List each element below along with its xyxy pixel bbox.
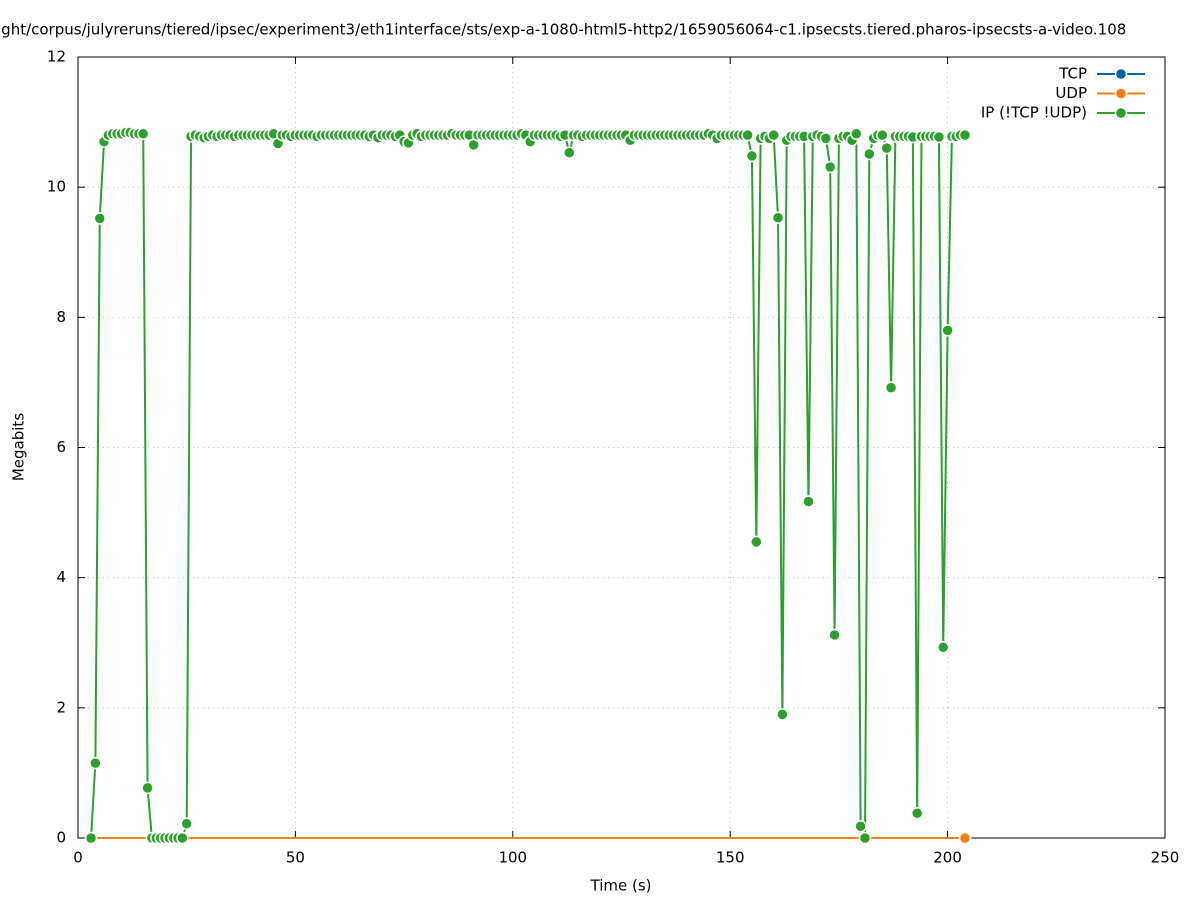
x-tick-label: 100 [498,849,527,867]
chart-title: ight/corpus/julyreruns/tiered/ipsec/expe… [0,21,1126,39]
data-point [884,381,898,394]
series-line [90,130,965,839]
data-point [176,831,189,845]
y-tick-label: 0 [56,829,66,847]
x-tick-label: 0 [73,849,83,867]
y-tick-label: 6 [56,438,66,456]
y-tick-label: 12 [47,48,66,66]
legend-marker [1114,106,1128,120]
data-point [802,495,815,508]
data-point [180,817,193,830]
plot-border [77,56,1166,839]
data-point [741,128,754,142]
data-point [958,128,972,142]
data-point [84,831,98,845]
x-axis-label: Time (s) [590,877,652,895]
data-point [93,212,106,225]
x-tick-label: 200 [933,849,962,867]
data-point [958,831,972,845]
legend-label: IP (!TCP !UDP) [981,104,1087,122]
data-point [563,146,576,159]
data-point [863,147,876,161]
data-point [136,127,150,141]
data-point [937,641,950,654]
data-point [876,128,889,142]
data-point [828,628,841,642]
legend-marker [1114,87,1128,100]
data-point [141,781,154,795]
x-tick-label: 150 [716,849,745,867]
y-tick-label: 4 [56,568,66,586]
y-tick-label: 2 [56,698,66,716]
data-point [858,831,872,845]
data-point [932,130,946,144]
data-point [767,128,780,142]
data-point [941,324,954,337]
x-tick-label: 50 [286,849,305,867]
data-point [819,132,833,145]
legend-label: TCP [1058,65,1087,83]
data-point [771,211,785,225]
legend-label: UDP [1055,84,1087,102]
x-tick-label: 250 [1151,849,1180,867]
data-point [850,127,863,141]
data-point [854,820,867,833]
data-point [89,756,102,770]
data-point [750,535,763,549]
data-point [880,141,893,155]
y-axis-label: Megabits [10,413,28,481]
y-tick-label: 10 [47,178,66,196]
y-tick-label: 8 [56,308,66,326]
data-point [776,708,789,721]
data-point [823,160,837,174]
legend-marker [1114,67,1128,81]
data-point [910,807,924,820]
data-point [745,149,759,163]
